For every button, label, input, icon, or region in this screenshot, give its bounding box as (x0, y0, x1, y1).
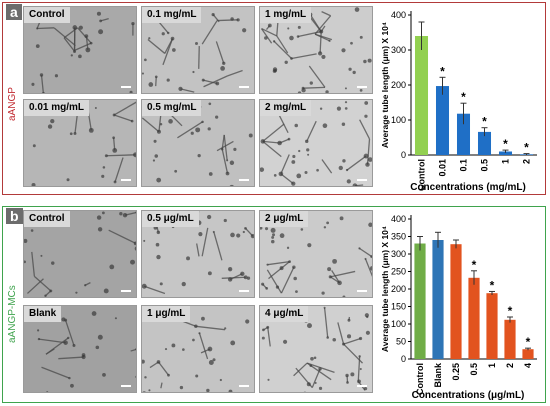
micrograph-label: Blank (24, 306, 62, 322)
x-tick-label: 4 (523, 363, 533, 368)
scale-bar (357, 86, 367, 88)
x-tick-label: Control (415, 363, 425, 395)
micrograph-label: 0.5 μg/mL (142, 211, 199, 227)
y-axis-label: Average tube length (μm) X 10⁴ (380, 22, 390, 148)
micrograph-b-3: 2 μg/mL (259, 210, 373, 298)
panel-a: a aANGP Control 0.1 mg/mL 1 mg/mL 0.01 m… (2, 2, 546, 195)
y-tick-label: 300 (391, 45, 406, 55)
panel-letter-b: b (6, 208, 23, 224)
scale-bar (357, 385, 367, 387)
significance-marker: * (461, 90, 466, 104)
panel-letter-a: a (6, 4, 22, 20)
bar-0.5 (468, 277, 480, 359)
micrograph-a-1: Control (23, 6, 137, 94)
x-tick-label: 0.25 (451, 363, 461, 381)
y-tick-label: 250 (391, 267, 406, 277)
bar-0.5 (477, 131, 492, 155)
scale-bar (121, 86, 131, 88)
bar-4 (522, 349, 534, 359)
micrograph-b-5: 1 μg/mL (141, 305, 255, 393)
scale-bar (239, 179, 249, 181)
micrograph-label: 0.01 mg/mL (24, 100, 90, 116)
bar-Blank (432, 240, 444, 359)
bar-0.1 (456, 113, 471, 155)
scale-bar (121, 179, 131, 181)
x-tick-label: 1 (501, 159, 511, 164)
micrograph-b-1: Control (23, 210, 137, 298)
bar-1 (498, 151, 513, 155)
significance-marker: * (490, 278, 495, 292)
micrograph-a-3: 1 mg/mL (259, 6, 373, 94)
x-tick-label: Control (417, 159, 427, 191)
micrograph-b-4: Blank (23, 305, 137, 393)
x-tick-label: 2 (522, 159, 532, 164)
bar-0.25 (450, 244, 462, 359)
side-label-aangp-mcs: aANGP-MCs (7, 285, 18, 343)
micrograph-label: 2 μg/mL (260, 211, 309, 227)
x-tick-label: 0.5 (480, 159, 490, 172)
micrograph-label: 0.5 mg/mL (142, 100, 202, 116)
significance-marker: * (503, 137, 508, 151)
y-tick-label: 0 (401, 354, 406, 364)
micrograph-b-6: 4 μg/mL (259, 305, 373, 393)
micrograph-a-6: 2 mg/mL (259, 99, 373, 187)
x-axis-label: Concentrations (μg/mL) (412, 390, 525, 401)
x-tick-label: 2 (505, 363, 515, 368)
x-tick-label: Blank (433, 362, 443, 388)
panel-b: b aANGP-MCs Control 0.5 μg/mL 2 μg/mL Bl… (2, 206, 546, 403)
bar-Control (414, 243, 426, 359)
y-tick-label: 200 (391, 80, 406, 90)
micrograph-label: 2 mg/mL (260, 100, 312, 116)
y-tick-label: 400 (391, 214, 406, 224)
scale-bar (357, 179, 367, 181)
micrograph-label: 1 μg/mL (142, 306, 191, 322)
micrograph-a-4: 0.01 mg/mL (23, 99, 137, 187)
y-tick-label: 100 (391, 115, 406, 125)
y-tick-label: 150 (391, 302, 406, 312)
significance-marker: * (524, 141, 529, 155)
significance-marker: * (508, 304, 513, 318)
y-tick-label: 100 (391, 319, 406, 329)
side-label-aangp: aANGP (7, 87, 18, 121)
x-tick-label: 0.01 (438, 159, 448, 177)
micrograph-a-2: 0.1 mg/mL (141, 6, 255, 94)
bar-2 (504, 319, 516, 359)
y-tick-label: 0 (401, 150, 406, 160)
y-tick-label: 400 (391, 10, 406, 20)
scale-bar (239, 290, 249, 292)
bar-0.01 (435, 86, 450, 155)
x-tick-label: 1 (487, 363, 497, 368)
x-tick-label: 0.1 (459, 159, 469, 172)
bar-1 (486, 293, 498, 359)
significance-marker: * (440, 64, 445, 78)
bar-Control (414, 36, 429, 155)
scale-bar (121, 385, 131, 387)
micrograph-a-5: 0.5 mg/mL (141, 99, 255, 187)
micrograph-label: Control (24, 7, 70, 23)
y-axis-label: Average tube length (μm) X 10⁴ (380, 226, 390, 352)
x-tick-label: 0.5 (469, 363, 479, 376)
y-tick-label: 300 (391, 249, 406, 259)
y-tick-label: 350 (391, 232, 406, 242)
y-tick-label: 50 (396, 337, 406, 347)
y-tick-label: 200 (391, 284, 406, 294)
significance-marker: * (482, 115, 487, 129)
significance-marker: * (472, 258, 477, 272)
significance-marker: * (526, 335, 531, 349)
scale-bar (239, 86, 249, 88)
micrograph-b-2: 0.5 μg/mL (141, 210, 255, 298)
micrograph-label: 0.1 mg/mL (142, 7, 202, 23)
x-axis-label: Concentrations (mg/mL) (410, 182, 526, 193)
scale-bar (239, 385, 249, 387)
micrograph-label: 4 μg/mL (260, 306, 309, 322)
micrograph-label: 1 mg/mL (260, 7, 312, 23)
scale-bar (357, 290, 367, 292)
scale-bar (121, 290, 131, 292)
micrograph-label: Control (24, 211, 70, 227)
